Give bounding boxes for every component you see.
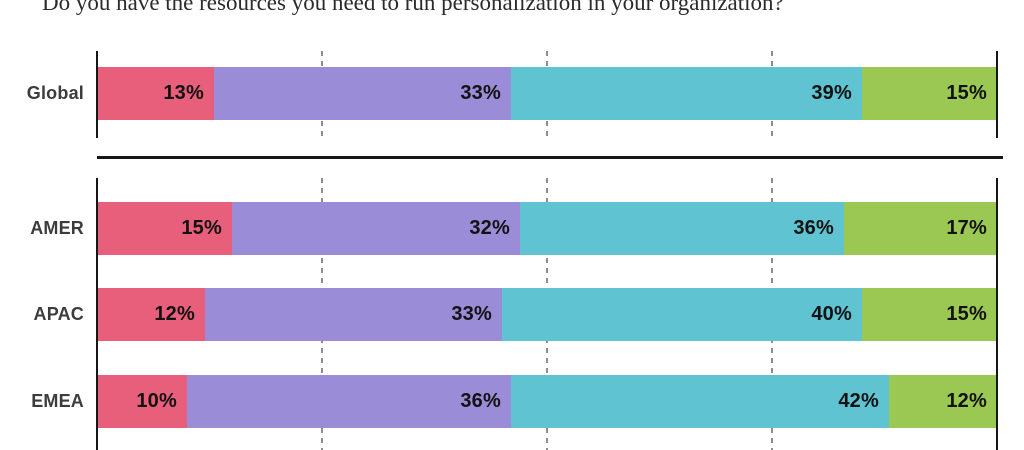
bar-segment: 40% — [502, 288, 862, 341]
bar-segment: 15% — [862, 67, 997, 120]
right-axis-line — [996, 51, 998, 138]
row-label: APAC — [33, 304, 84, 324]
bar-segment: 12% — [97, 288, 205, 341]
bar-segment: 13% — [97, 67, 214, 120]
value-label: 39% — [811, 82, 852, 104]
bar-segment: 10% — [97, 375, 187, 428]
value-label: 33% — [451, 303, 492, 325]
right-axis-line — [996, 178, 998, 450]
value-label: 10% — [136, 390, 177, 412]
bar-segment: 15% — [862, 288, 997, 341]
value-label: 36% — [793, 217, 834, 239]
regions-plot-area: AMER 15% 32% 36% 17% APAC 12% 33% 40% 15% EMEA 10% 3… — [30, 178, 998, 450]
bar-segment: 17% — [844, 202, 997, 255]
bar-row-global: Global 13% 33% 39% 15% — [27, 67, 997, 120]
value-label: 17% — [946, 217, 987, 239]
left-axis-line — [96, 51, 98, 138]
bar-segment: 39% — [511, 67, 862, 120]
bar-segment: 33% — [214, 67, 511, 120]
value-label: 12% — [946, 390, 987, 412]
bar-row-apac: APAC 12% 33% 40% 15% — [34, 288, 997, 341]
value-label: 36% — [460, 390, 501, 412]
bar-segment: 15% — [97, 202, 232, 255]
value-label: 32% — [469, 217, 510, 239]
value-label: 15% — [181, 217, 222, 239]
value-label: 12% — [154, 303, 195, 325]
value-label: 15% — [946, 82, 987, 104]
bar-segment: 12% — [889, 375, 997, 428]
bar-segment: 36% — [520, 202, 844, 255]
bar-segment: 42% — [511, 375, 889, 428]
bar-segment: 33% — [205, 288, 502, 341]
bar-segment: 36% — [187, 375, 511, 428]
value-label: 42% — [838, 390, 879, 412]
global-plot-area: Global 13% 33% 39% 15% — [27, 51, 998, 138]
value-label: 40% — [811, 303, 852, 325]
left-axis-line — [96, 178, 98, 450]
row-label: EMEA — [31, 391, 84, 411]
row-label: Global — [26, 83, 84, 103]
row-label: AMER — [30, 218, 84, 238]
bar-row-emea: EMEA 10% 36% 42% 12% — [31, 375, 997, 428]
bar-row-amer: AMER 15% 32% 36% 17% — [30, 202, 997, 255]
value-label: 15% — [946, 303, 987, 325]
chart-title: Do you have the resources you need to ru… — [42, 0, 784, 15]
global-chart-section: Global 13% 33% 39% 15% — [0, 51, 1024, 138]
bar-segment: 32% — [232, 202, 520, 255]
regions-chart-section: AMER 15% 32% 36% 17% APAC 12% 33% 40% 15% EMEA 10% 3… — [0, 178, 1024, 450]
section-divider-line — [97, 156, 1003, 159]
value-label: 33% — [460, 82, 501, 104]
value-label: 13% — [163, 82, 204, 104]
